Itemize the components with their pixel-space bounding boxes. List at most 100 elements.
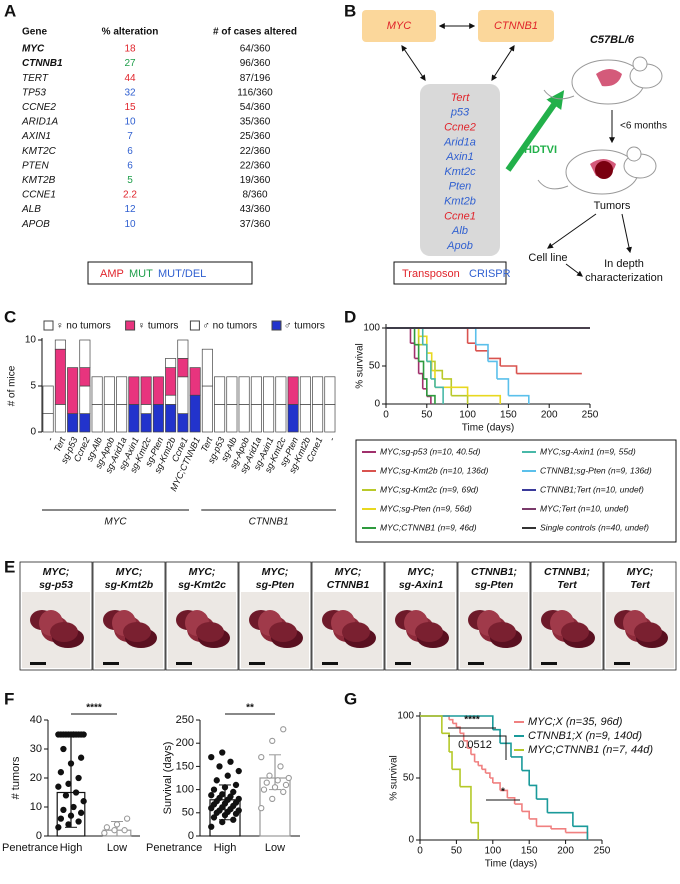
survival-step xyxy=(521,810,530,819)
y-tick-label: 10 xyxy=(30,801,42,813)
alteration-pct: 10 xyxy=(124,117,136,128)
y-tick-label: 250 xyxy=(176,714,194,726)
mouse-ear xyxy=(632,56,648,72)
tissue xyxy=(50,622,78,642)
tissue xyxy=(488,622,516,642)
bar-segment xyxy=(67,413,79,433)
bar-segment xyxy=(201,348,213,387)
survival-step xyxy=(449,718,454,724)
gene-name: CTNNB1 xyxy=(22,58,63,69)
x-axis-title: Penetrance xyxy=(146,842,202,854)
tumors-label: Tumors xyxy=(594,200,631,212)
survival-step xyxy=(551,828,567,833)
group-label: CTNNB1 xyxy=(249,517,289,528)
annotation: * xyxy=(501,787,505,798)
survival-step xyxy=(521,769,530,786)
bar-segment xyxy=(165,404,177,433)
alteration-pct: 5 xyxy=(127,175,133,186)
table-header: % alteration xyxy=(102,27,159,38)
y-tick-label: 100 xyxy=(397,711,414,722)
survival-step xyxy=(475,350,489,359)
gene-label: Kmt2b xyxy=(444,196,476,208)
survival-step xyxy=(481,768,487,774)
survival-step xyxy=(492,782,501,791)
bar-segment xyxy=(275,404,287,433)
gene-name: KMT2B xyxy=(22,175,56,186)
gene-name: MYC xyxy=(22,44,45,55)
annotation: **** xyxy=(464,715,480,726)
x-tick-label: Low xyxy=(107,842,127,854)
legend-swatch xyxy=(189,320,200,331)
y-tick-label: 30 xyxy=(30,743,42,755)
data-point xyxy=(57,815,65,822)
gene-label: Kmt2c xyxy=(444,166,476,178)
survival-step xyxy=(418,372,424,389)
survival-step xyxy=(426,395,432,404)
bar-segment xyxy=(79,367,91,387)
survival-step xyxy=(572,825,589,840)
survival-step xyxy=(452,768,461,787)
data-point xyxy=(282,781,290,789)
survival-step xyxy=(508,394,530,404)
legend-box xyxy=(355,439,677,543)
bar-segment xyxy=(42,385,54,414)
data-point xyxy=(62,792,70,799)
data-point xyxy=(67,812,75,819)
survival-step xyxy=(456,726,461,734)
gene-name: TERT xyxy=(22,73,49,84)
bar-segment xyxy=(103,376,115,405)
alteration-pct: 6 xyxy=(127,160,133,171)
survival-step xyxy=(467,747,472,755)
x-tick-label: 100 xyxy=(484,846,501,857)
data-point xyxy=(216,763,223,770)
survival-step xyxy=(463,740,469,749)
survival-step xyxy=(420,715,443,734)
survival-step xyxy=(492,728,501,744)
survival-step xyxy=(441,732,450,752)
significance: ** xyxy=(246,703,254,714)
bar-segment xyxy=(140,404,152,414)
legend-label: MYC;sg-Kmt2c (n=9, 69d) xyxy=(380,484,479,494)
survival-step xyxy=(475,343,489,362)
strain-label: C57BL/6 xyxy=(590,34,635,46)
data-point xyxy=(123,815,131,822)
alteration-pct: 6 xyxy=(127,146,133,157)
significance-bracket xyxy=(448,735,507,760)
gene-label: p53 xyxy=(450,107,470,119)
survival-step xyxy=(536,798,549,813)
data-point xyxy=(227,758,234,765)
alteration-pct: 10 xyxy=(124,219,136,230)
data-point xyxy=(101,829,108,837)
legend-label: MUT xyxy=(129,268,153,280)
bar-segment xyxy=(201,385,213,433)
bar-segment xyxy=(165,394,177,405)
characterization-label: In depth xyxy=(604,258,644,270)
data-point xyxy=(60,745,67,753)
bar-segment xyxy=(128,404,140,433)
y-tick-label: 100 xyxy=(176,784,194,796)
cases-altered: 22/360 xyxy=(240,146,271,157)
bar-segment xyxy=(177,376,189,414)
data-point xyxy=(269,737,276,745)
survival-step xyxy=(410,342,416,359)
data-point xyxy=(75,818,82,825)
bar-segment xyxy=(152,376,164,405)
bar-segment xyxy=(79,413,91,433)
y-tick-label: 50 xyxy=(403,773,415,784)
legend-label: CTNNB1;X (n=9, 140d) xyxy=(528,730,642,742)
bar-segment xyxy=(312,376,324,405)
y-axis-title: % survival xyxy=(389,755,400,801)
characterization-label: characterization xyxy=(585,272,663,284)
survival-step xyxy=(418,360,425,379)
bar-segment xyxy=(79,339,91,368)
survival-step xyxy=(536,825,552,829)
photo-label: CTNNB1; xyxy=(544,566,590,578)
bar-segment xyxy=(189,367,201,396)
data-point xyxy=(274,777,281,784)
bar-segment xyxy=(103,404,115,433)
cases-altered: 22/360 xyxy=(240,160,271,171)
survival-step xyxy=(500,365,518,374)
legend-label: MYC;sg-Axin1 (n=9, 55d) xyxy=(540,446,636,456)
arrow xyxy=(547,213,597,249)
group-label: MYC xyxy=(104,517,127,528)
